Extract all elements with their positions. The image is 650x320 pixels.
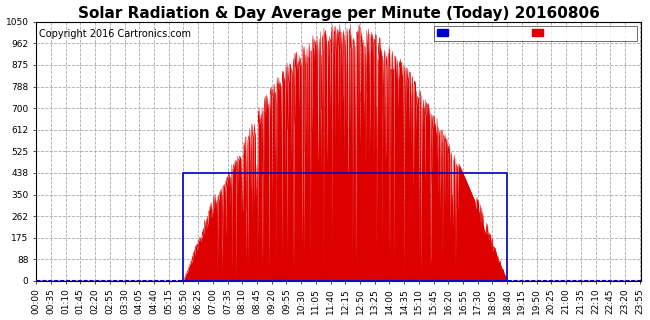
Title: Solar Radiation & Day Average per Minute (Today) 20160806: Solar Radiation & Day Average per Minute… [78, 5, 600, 20]
Bar [183, 173, 507, 281]
Text: Copyright 2016 Cartronics.com: Copyright 2016 Cartronics.com [39, 29, 191, 39]
Legend: Median (W/m2), Radiation (W/m2): Median (W/m2), Radiation (W/m2) [434, 26, 637, 41]
